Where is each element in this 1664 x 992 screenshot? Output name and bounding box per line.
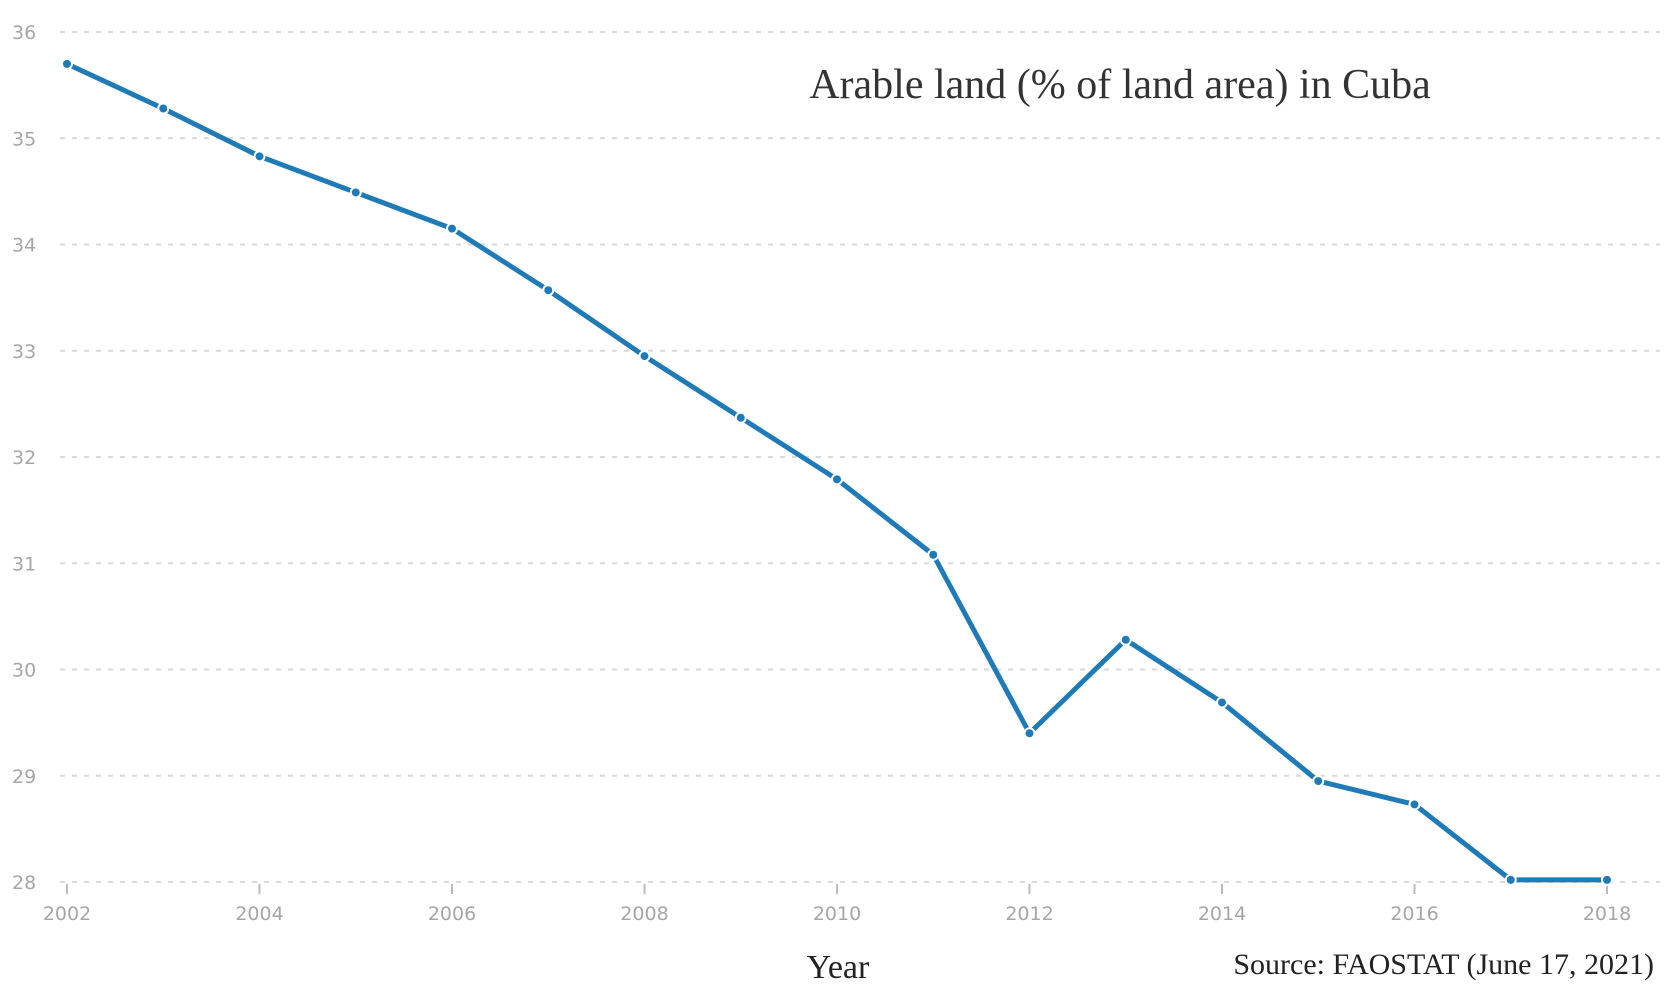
data-point (1023, 727, 1036, 740)
y-tick-label: 33 (12, 341, 36, 363)
x-tick-label: 2014 (1198, 903, 1246, 925)
data-point (1504, 873, 1517, 886)
x-tick-label: 2002 (43, 903, 91, 925)
x-tick-label: 2012 (1005, 903, 1053, 925)
y-tick-label: 35 (12, 128, 36, 150)
y-tick-label: 32 (12, 447, 36, 469)
data-point (1312, 775, 1325, 788)
data-point (542, 284, 555, 297)
data-point (734, 411, 747, 424)
data-point (831, 473, 843, 486)
data-point (638, 350, 651, 363)
data-point (349, 186, 362, 199)
y-tick-label: 28 (12, 872, 36, 894)
data-point (446, 222, 458, 235)
data-point (61, 57, 73, 70)
x-tick-label: 2018 (1583, 903, 1631, 925)
data-point (157, 102, 170, 115)
y-tick-label: 29 (12, 766, 36, 788)
x-tick-label: 2016 (1390, 903, 1438, 925)
data-point (253, 150, 266, 163)
chart-title: Arable land (% of land area) in Cuba (809, 62, 1431, 108)
x-tick-label: 2006 (428, 903, 476, 925)
data-line (65, 61, 1607, 883)
data-point (1408, 798, 1421, 811)
y-tick-label: 36 (12, 22, 36, 44)
y-tick-label: 30 (12, 660, 36, 682)
data-point (1216, 696, 1228, 709)
source-note: Source: FAOSTAT (June 17, 2021) (1233, 948, 1654, 981)
y-tick-label: 34 (12, 235, 36, 257)
x-axis-label: Year (807, 949, 870, 986)
data-point (927, 548, 940, 561)
y-tick-label: 31 (12, 553, 36, 575)
data-point (1601, 873, 1613, 886)
x-tick-label: 2008 (620, 903, 668, 925)
x-tick-label: 2010 (813, 903, 861, 925)
data-point (1119, 633, 1132, 646)
x-tick-label: 2004 (235, 903, 283, 925)
